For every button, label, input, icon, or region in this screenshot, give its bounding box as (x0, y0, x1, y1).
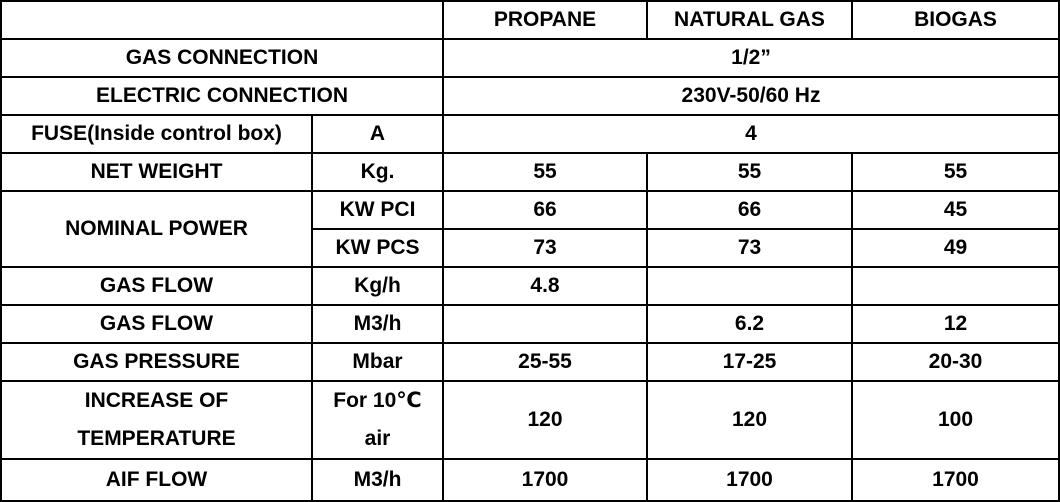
row-net-weight: NET WEIGHT Kg. 55 55 55 (0, 152, 1060, 192)
cell-gas-flow-kg-biogas (851, 266, 1060, 306)
row-gas-flow-m3: GAS FLOW M3/h 6.2 12 (0, 304, 1060, 344)
cell-nominal-power-pci-propane: 66 (442, 190, 648, 230)
corner-blank-cell (0, 0, 444, 40)
cell-gas-flow-m3-natural-gas: 6.2 (646, 304, 853, 344)
cell-gas-connection-value: 1/2” (442, 38, 1060, 78)
row-label-gas-flow-m3: GAS FLOW (0, 304, 313, 344)
row-label-net-weight: NET WEIGHT (0, 152, 313, 192)
increase-unit-line2: air (364, 427, 391, 450)
cell-nominal-power-pcs-unit: KW PCS (311, 228, 444, 268)
row-gas-flow-kg: GAS FLOW Kg/h 4.8 (0, 266, 1060, 306)
increase-label-line2: TEMPERATURE (77, 427, 236, 450)
column-header-natural-gas: NATURAL GAS (646, 0, 853, 40)
cell-gas-flow-kg-unit: Kg/h (311, 266, 444, 306)
cell-net-weight-biogas: 55 (851, 152, 1060, 192)
cell-gas-flow-m3-propane (442, 304, 648, 344)
row-label-gas-flow-kg: GAS FLOW (0, 266, 313, 306)
cell-net-weight-propane: 55 (442, 152, 648, 192)
row-label-fuse: FUSE(Inside control box) (0, 114, 313, 154)
row-label-electric-connection: ELECTRIC CONNECTION (0, 76, 444, 116)
cell-increase-propane: 120 (442, 380, 648, 460)
cell-net-weight-natural-gas: 55 (646, 152, 853, 192)
row-gas-connection: GAS CONNECTION 1/2” (0, 38, 1060, 78)
row-fuse: FUSE(Inside control box) A 4 (0, 114, 1060, 154)
row-nominal-power-pci: NOMINAL POWER KW PCI 66 66 45 (0, 190, 1060, 268)
cell-gas-pressure-biogas: 20-30 (851, 342, 1060, 382)
increase-label-line1: INCREASE OF (84, 389, 229, 412)
row-aif-flow: AIF FLOW M3/h 1700 1700 1700 (0, 458, 1060, 502)
cell-aif-flow-biogas: 1700 (851, 458, 1060, 502)
cell-nominal-power-pcs-propane: 73 (442, 228, 648, 268)
row-electric-connection: ELECTRIC CONNECTION 230V-50/60 Hz (0, 76, 1060, 116)
cell-fuse-unit: A (311, 114, 444, 154)
cell-increase-unit: For 10℃ air (311, 380, 444, 460)
cell-gas-pressure-natural-gas: 17-25 (646, 342, 853, 382)
cell-electric-connection-value: 230V-50/60 Hz (442, 76, 1060, 116)
row-label-increase-of-temperature: INCREASE OF TEMPERATURE (0, 380, 313, 460)
cell-gas-flow-kg-natural-gas (646, 266, 853, 306)
cell-aif-flow-natural-gas: 1700 (646, 458, 853, 502)
cell-aif-flow-propane: 1700 (442, 458, 648, 502)
cell-increase-biogas: 100 (851, 380, 1060, 460)
row-increase-of-temperature: INCREASE OF TEMPERATURE For 10℃ air 120 … (0, 380, 1060, 460)
cell-gas-pressure-propane: 25-55 (442, 342, 648, 382)
row-gas-pressure: GAS PRESSURE Mbar 25-55 17-25 20-30 (0, 342, 1060, 382)
cell-increase-natural-gas: 120 (646, 380, 853, 460)
cell-gas-flow-m3-biogas: 12 (851, 304, 1060, 344)
cell-net-weight-unit: Kg. (311, 152, 444, 192)
column-header-propane: PROPANE (442, 0, 648, 40)
cell-gas-flow-kg-propane: 4.8 (442, 266, 648, 306)
cell-nominal-power-pci-natural-gas: 66 (646, 190, 853, 230)
cell-nominal-power-pci-biogas: 45 (851, 190, 1060, 230)
row-label-nominal-power: NOMINAL POWER (0, 190, 313, 268)
row-label-gas-connection: GAS CONNECTION (0, 38, 444, 78)
row-label-aif-flow: AIF FLOW (0, 458, 313, 502)
cell-aif-flow-unit: M3/h (311, 458, 444, 502)
cell-fuse-value: 4 (442, 114, 1060, 154)
cell-nominal-power-pci-unit: KW PCI (311, 190, 444, 230)
cell-gas-flow-m3-unit: M3/h (311, 304, 444, 344)
row-nominal-power-pcs: KW PCS 73 73 49 (1, 228, 1060, 268)
header-row: PROPANE NATURAL GAS BIOGAS (0, 0, 1060, 40)
cell-nominal-power-pcs-natural-gas: 73 (646, 228, 853, 268)
column-header-biogas: BIOGAS (851, 0, 1060, 40)
cell-gas-pressure-unit: Mbar (311, 342, 444, 382)
row-label-gas-pressure: GAS PRESSURE (0, 342, 313, 382)
increase-unit-line1: For 10℃ (333, 389, 422, 412)
cell-nominal-power-pcs-biogas: 49 (851, 228, 1060, 268)
